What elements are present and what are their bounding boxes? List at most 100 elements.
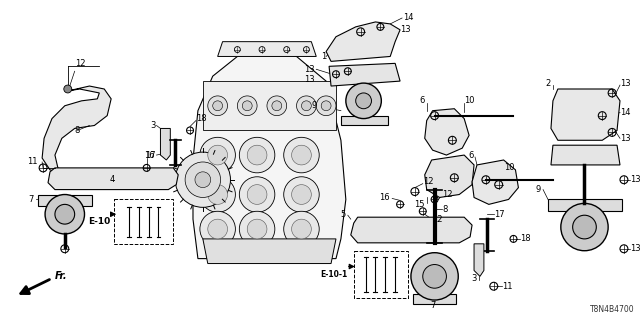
Polygon shape [551,89,620,140]
Circle shape [247,145,267,165]
Circle shape [292,185,311,204]
Circle shape [208,96,227,116]
Bar [548,199,622,211]
Text: 13: 13 [620,134,630,143]
Text: 7: 7 [28,195,33,204]
Bar [413,294,456,304]
Text: 18: 18 [520,234,531,244]
Circle shape [321,101,331,111]
Circle shape [267,96,287,116]
Text: 4: 4 [109,175,115,184]
Text: 2: 2 [546,79,551,88]
Circle shape [356,93,371,109]
Polygon shape [42,86,111,175]
Circle shape [64,85,72,93]
Text: 6: 6 [419,96,425,105]
Circle shape [284,137,319,173]
Circle shape [411,253,458,300]
Circle shape [200,177,236,212]
Circle shape [284,211,319,247]
Circle shape [292,145,311,165]
Text: 13: 13 [630,175,640,184]
Text: 18: 18 [196,114,207,123]
Text: 9: 9 [536,185,541,194]
Text: 12: 12 [431,215,442,224]
Text: 10: 10 [504,164,514,172]
Text: 12: 12 [442,190,453,199]
Circle shape [185,162,221,197]
Circle shape [200,211,236,247]
Circle shape [272,101,282,111]
Polygon shape [551,145,620,165]
Text: 5: 5 [340,210,346,219]
Circle shape [301,101,311,111]
Circle shape [237,96,257,116]
Bar [38,195,92,206]
Circle shape [247,219,267,239]
Polygon shape [161,128,170,160]
Text: 12: 12 [423,177,433,186]
Polygon shape [474,244,484,276]
Text: Fr.: Fr. [55,271,68,281]
Circle shape [247,185,267,204]
Circle shape [212,101,223,111]
Text: 17: 17 [145,151,156,160]
Text: 17: 17 [494,210,504,219]
Text: 10: 10 [464,96,475,105]
Circle shape [208,185,227,204]
Text: 13: 13 [303,65,314,74]
Text: 11: 11 [502,282,512,291]
Polygon shape [203,81,336,131]
Polygon shape [472,160,518,204]
Circle shape [573,215,596,239]
Text: 13: 13 [400,25,411,34]
Polygon shape [425,155,474,197]
Circle shape [243,101,252,111]
Text: 14: 14 [403,12,413,21]
Bar [114,199,173,244]
Circle shape [239,211,275,247]
Circle shape [45,195,84,234]
Circle shape [316,96,336,116]
Text: 6: 6 [468,151,474,160]
Circle shape [55,204,75,224]
Text: 8: 8 [442,205,448,214]
Text: 12: 12 [75,59,85,68]
Circle shape [200,137,236,173]
Text: T8N4B4700: T8N4B4700 [590,305,634,314]
Circle shape [239,177,275,212]
Circle shape [195,172,211,188]
Polygon shape [218,42,316,56]
Polygon shape [326,22,400,61]
Circle shape [296,96,316,116]
Text: 3: 3 [150,121,156,130]
Text: 7: 7 [430,301,435,310]
Circle shape [561,204,608,251]
Text: 13: 13 [303,75,314,84]
Circle shape [239,137,275,173]
Bar [341,116,388,125]
Circle shape [423,265,447,288]
Circle shape [208,219,227,239]
Circle shape [208,145,227,165]
Circle shape [175,152,230,207]
Circle shape [284,177,319,212]
Text: 13: 13 [620,79,630,88]
Text: 14: 14 [620,108,630,117]
Text: 16: 16 [380,193,390,202]
Text: 16: 16 [144,151,154,160]
Text: E-10: E-10 [88,217,110,226]
Bar [354,251,408,298]
Text: 13: 13 [630,244,640,253]
Text: 11: 11 [27,157,37,166]
Text: 8: 8 [75,126,80,135]
Polygon shape [351,217,472,243]
Text: 9: 9 [311,101,316,110]
Polygon shape [425,109,469,155]
Circle shape [292,219,311,239]
Text: 1: 1 [321,52,326,61]
Text: 3: 3 [471,274,477,283]
Circle shape [346,83,381,119]
Polygon shape [193,52,346,259]
Polygon shape [203,239,336,264]
